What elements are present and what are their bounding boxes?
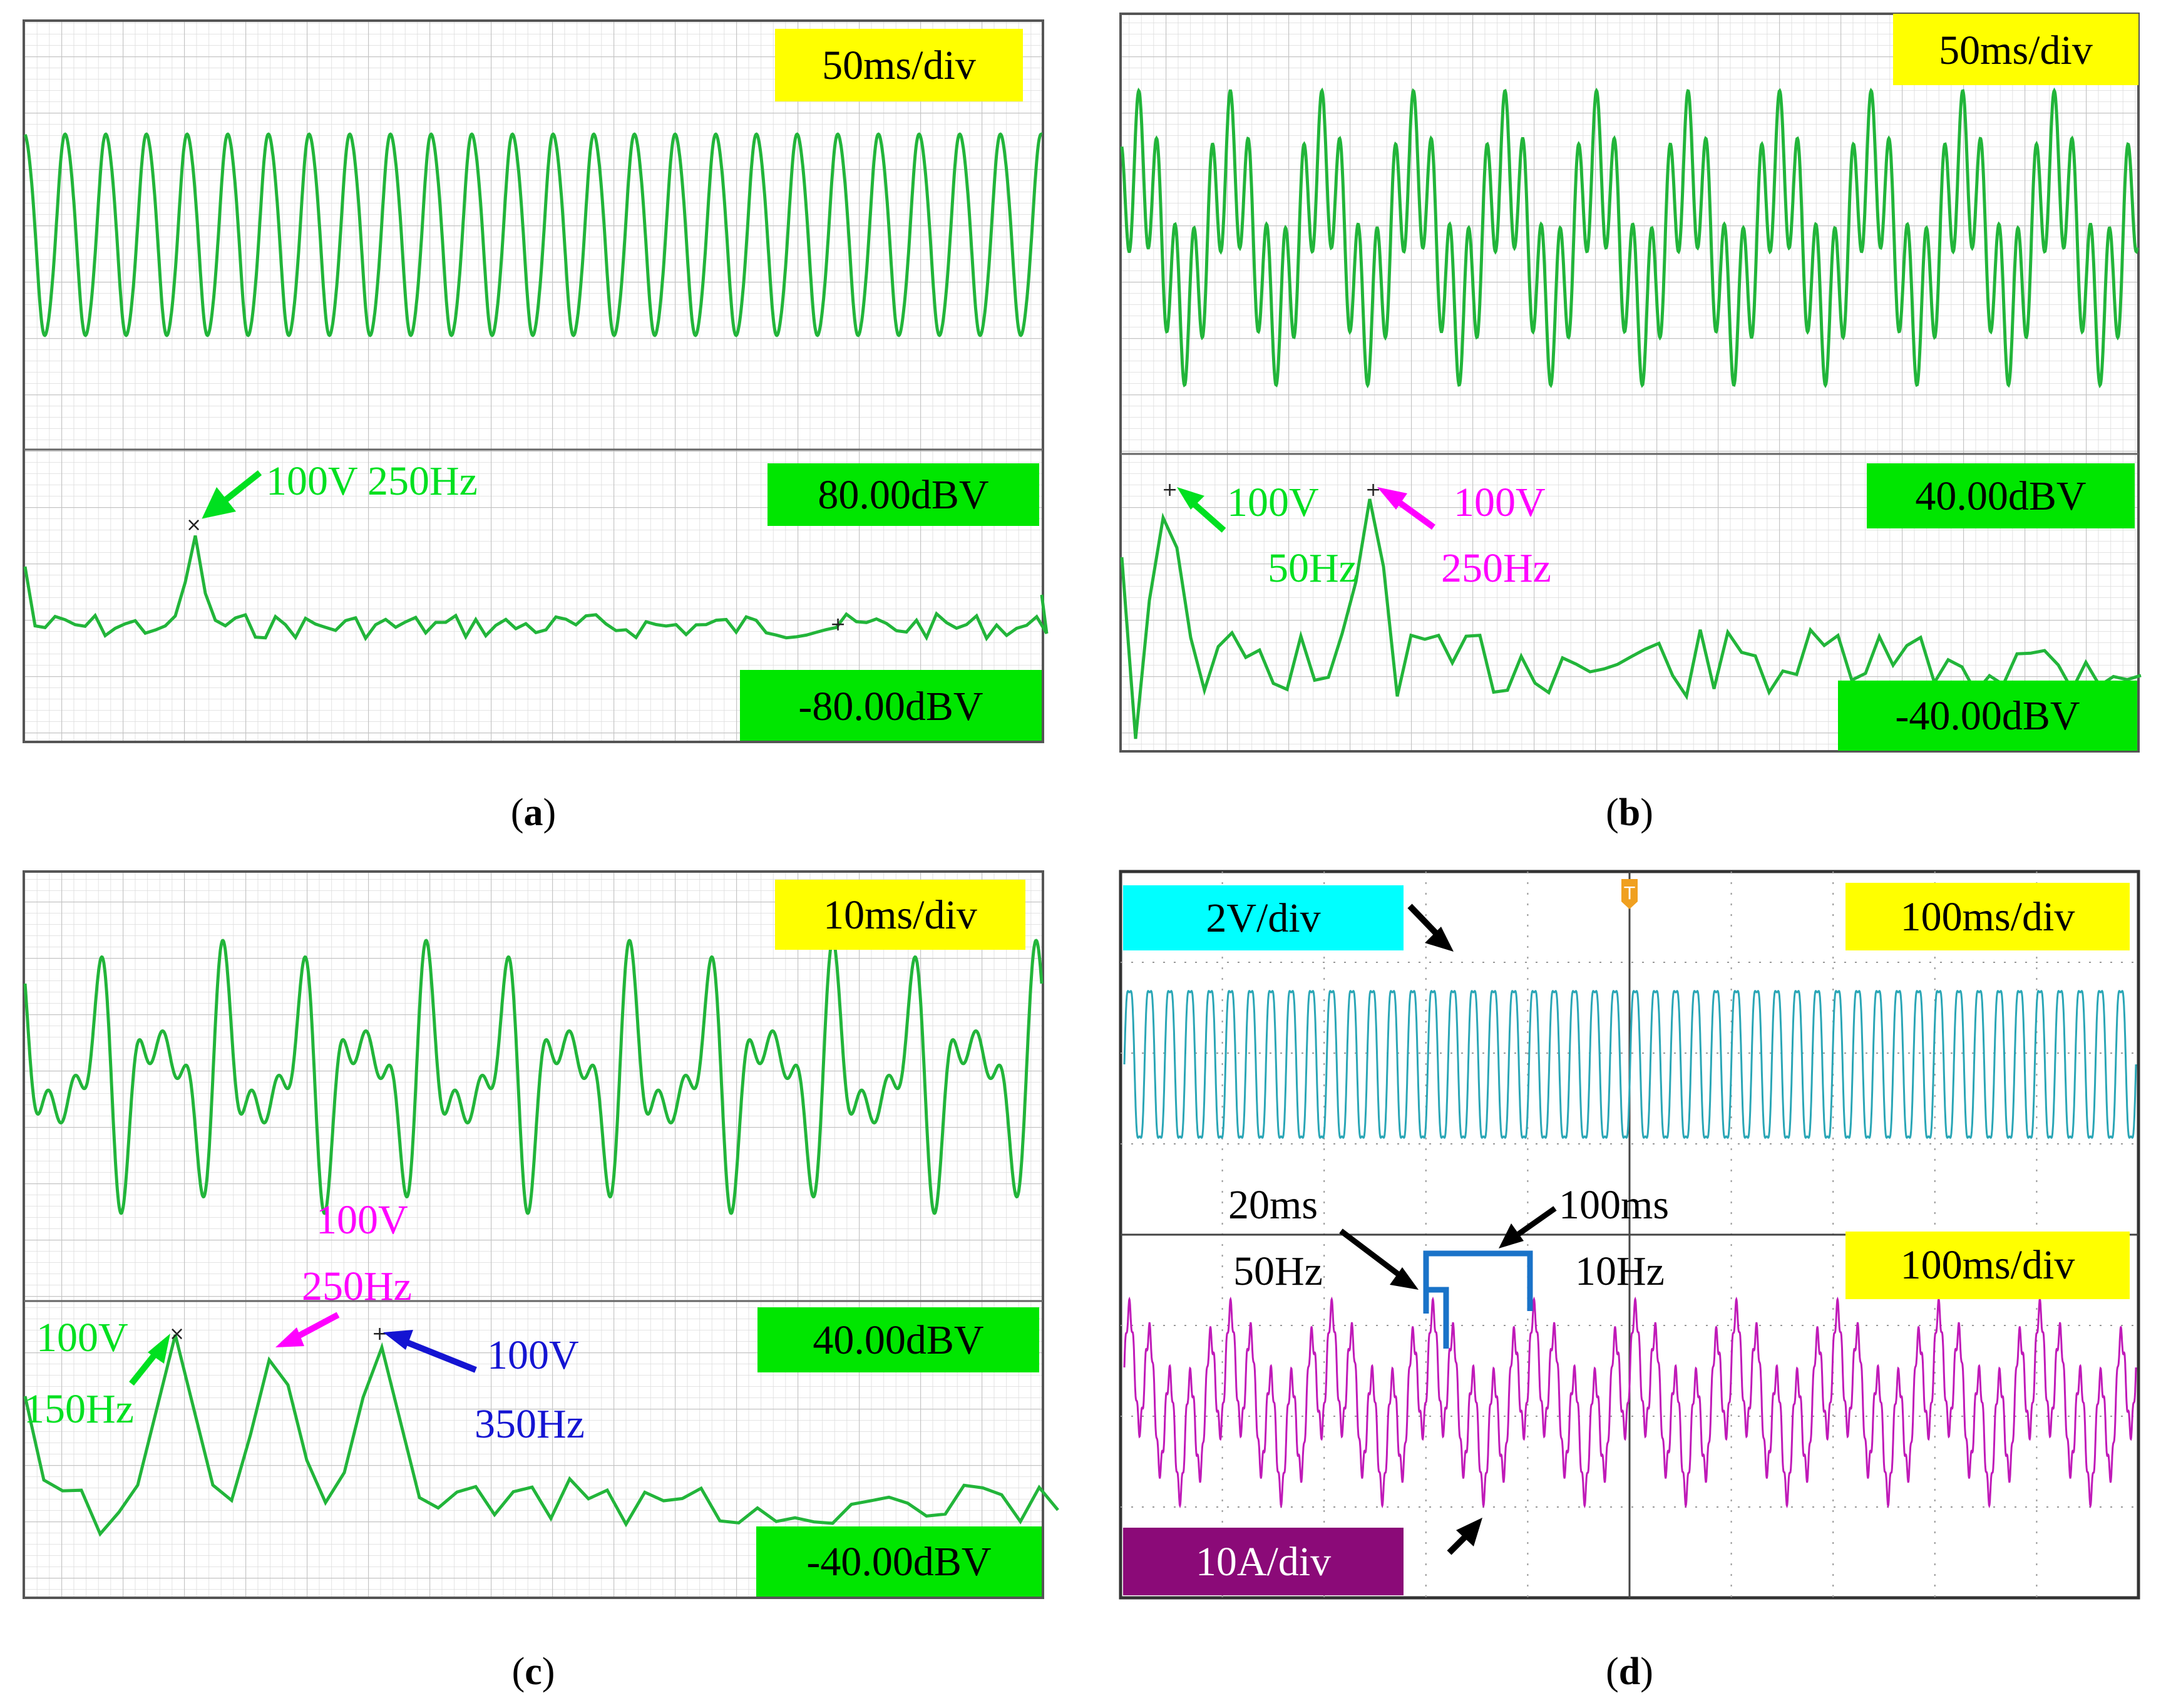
panel-d-current-trace [1123, 1296, 2137, 1509]
panel-d-arrow-20ms [1339, 1228, 1404, 1280]
panel-a-spectrum-bottom-box [740, 670, 1042, 741]
panel-b: + + 50ms/div 40.00dBV -40.00dBV 100V 50H… [1119, 13, 2142, 834]
panel-d-trigger-marker [1621, 879, 1638, 909]
panel-c-time-scale-box [775, 880, 1025, 950]
panel-c-caption: (c) [512, 1650, 555, 1693]
panel-b-frame [1119, 13, 2140, 753]
panel-d-freq-short: 50Hz [1233, 1248, 1323, 1294]
panel-a-spectrum-top-box [767, 463, 1039, 526]
panel-d-bottom-time-scale-box [1845, 1232, 2130, 1299]
panel-a-spectrum-top: 80.00dBV [818, 472, 988, 518]
panel-a-arrow [202, 470, 262, 519]
panel-b-caption: (b) [1606, 791, 1653, 834]
panel-c-spectrum-top-box [757, 1307, 1039, 1372]
panel-c-frame [23, 870, 1044, 1599]
panel-d-voltage-trace [1123, 989, 2137, 1140]
panel-b-spectrum-top: 40.00dBV [1915, 473, 2086, 519]
panel-b-marker-2: + [1365, 479, 1381, 501]
panel-b-annotation-50hz-line2: 50Hz [1268, 545, 1357, 591]
panel-d-current-scale: 10A/div [1196, 1539, 1331, 1585]
panel-a-time-scale: 50ms/div [822, 43, 976, 88]
panel-c-spectrum-bottom-box [756, 1526, 1042, 1597]
panel-d-top-time-scale-box [1845, 883, 2130, 950]
panel-c-annotation-350hz-line2: 350Hz [475, 1401, 585, 1447]
panel-b-time-trace [1120, 87, 2139, 389]
panel-b-time-scale: 50ms/div [1939, 28, 2093, 73]
panel-a-annotation: 100V 250Hz [266, 458, 478, 504]
panel-d-arrow-100ms [1513, 1206, 1557, 1239]
panel-a-cursor-marker: + [830, 614, 846, 635]
panel-d-voltage-scale-box [1123, 885, 1404, 950]
panel-c-time-scale: 10ms/div [823, 892, 977, 938]
panel-c-spectrum-bottom: -40.00dBV [806, 1539, 991, 1585]
panel-b-annotation-50hz-line1: 100V [1227, 480, 1319, 525]
panel-a-frame [23, 19, 1044, 743]
panel-a-spectrum-trace [23, 535, 1049, 642]
panel-c-spectrum-trace [23, 1334, 1059, 1537]
panel-b-annotation-250hz-line2: 250Hz [1441, 545, 1551, 591]
panel-d-top-time-scale: 100ms/div [1901, 894, 2075, 940]
panel-b-time-scale-box [1893, 14, 2138, 85]
panel-c-time-trace [23, 939, 1044, 1215]
svg-text:T: T [1623, 883, 1635, 903]
panel-d-bottom-time-scale: 100ms/div [1901, 1242, 2075, 1288]
panel-c-annotation-150hz-line2: 150Hz [24, 1386, 134, 1432]
panel-b-spectrum-bottom-box [1838, 681, 2137, 751]
panel-d-voltage-scale: 2V/div [1206, 895, 1320, 941]
panel-a-peak-marker: × [186, 514, 202, 536]
panel-b-spectrum-top-box [1867, 463, 2135, 528]
panel-b-marker-1: + [1162, 479, 1178, 501]
panel-d-bracket-100ms [1423, 1250, 1533, 1311]
panel-d: T 2V/div 100ms/div 100ms/div 10A/div 20m… [1119, 870, 2140, 1693]
panel-c-marker-1: × [169, 1323, 185, 1345]
panel-b-spectrum-bottom: -40.00dBV [1895, 693, 2080, 739]
panel-a-time-scale-box [775, 29, 1023, 101]
panel-a-caption: (a) [511, 791, 556, 834]
panel-c-annotation-150hz-line1: 100V [36, 1315, 128, 1361]
panel-b-annotation-250hz-line1: 100V [1454, 480, 1546, 525]
panel-d-period-short: 20ms [1228, 1182, 1318, 1228]
panel-d-bracket-20ms [1423, 1287, 1449, 1349]
panel-c-marker-2: + [372, 1323, 388, 1345]
panel-d-current-scale-box [1123, 1528, 1404, 1595]
panel-c-arrow-350hz [399, 1337, 477, 1373]
panel-d-caption: (d) [1606, 1650, 1653, 1693]
panel-c: × + 10ms/div 40.00dBV -40.00dBV 100V 150… [23, 870, 1059, 1693]
panel-c-annotation-250hz-line2: 250Hz [302, 1263, 412, 1309]
panel-a-time-trace [23, 132, 1043, 337]
panel-c-annotation-350hz-line1: 100V [487, 1332, 579, 1378]
panel-a-spectrum-bottom: -80.00dBV [798, 684, 983, 729]
panel-a: × + 50ms/div 80.00dBV -80.00dBV 100V 250… [23, 19, 1049, 834]
panel-d-freq-long: 10Hz [1575, 1248, 1665, 1294]
panel-d-period-long: 100ms [1559, 1182, 1669, 1228]
panel-c-spectrum-top: 40.00dBV [813, 1317, 983, 1363]
panel-c-annotation-250hz-line1: 100V [316, 1197, 408, 1243]
